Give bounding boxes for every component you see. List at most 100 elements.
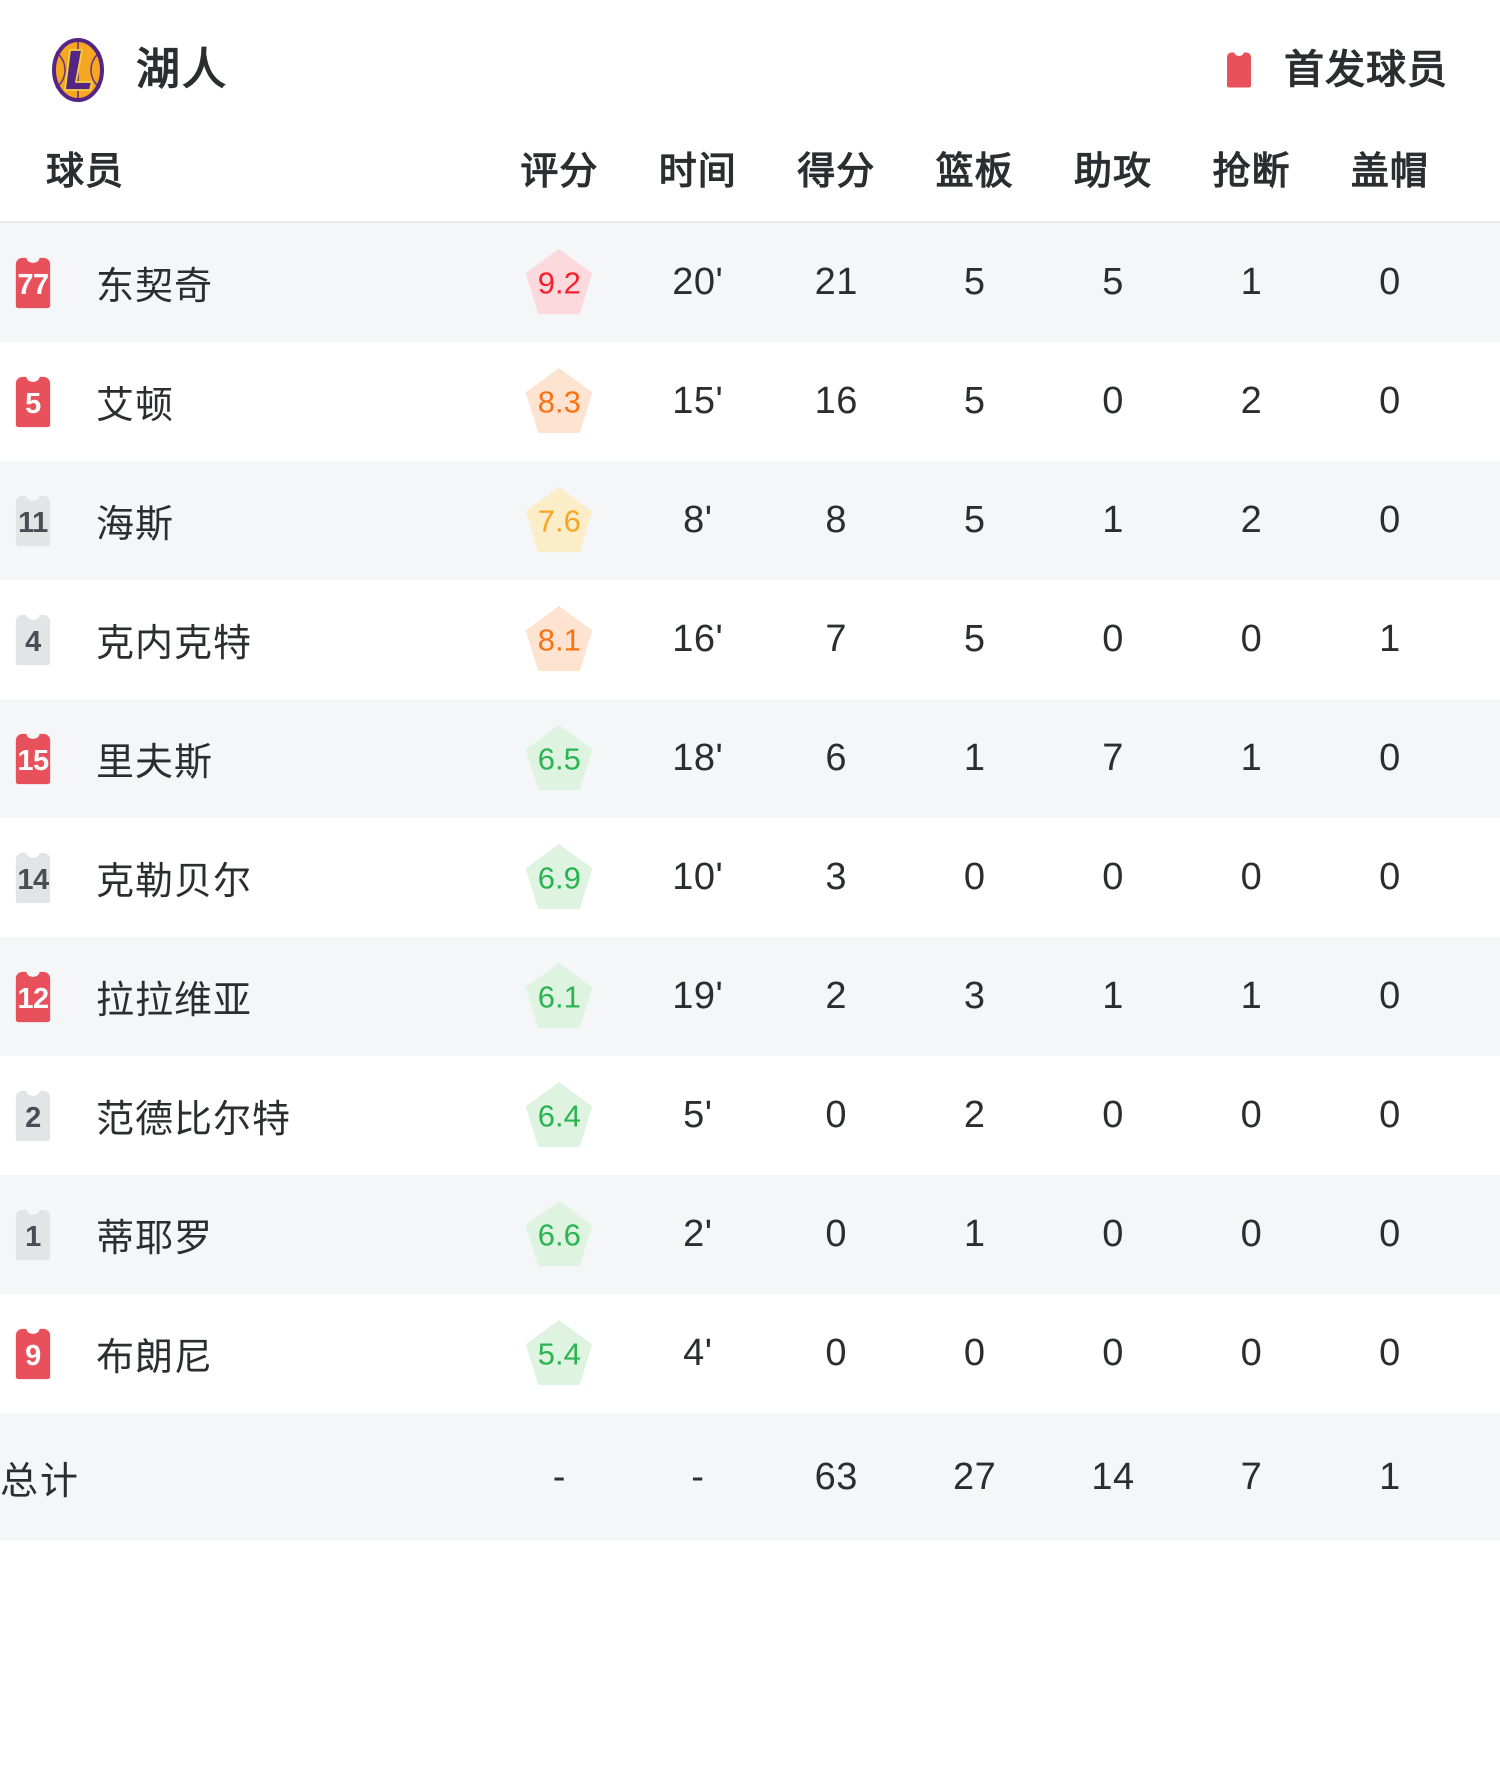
assists-cell: 0 [1102,380,1124,422]
player-cell[interactable]: 4 克内克特 [0,580,490,699]
assists-cell: 0 [1102,1213,1124,1255]
blocks-cell: 0 [1379,975,1401,1017]
rating-value: 8.3 [537,384,581,419]
player[interactable]: 4 克内克特 [0,607,490,673]
rating-cell: 6.9 [490,818,628,937]
player[interactable]: 1 蒂耶罗 [0,1202,490,1268]
totals-steals-cell: 7 [1240,1455,1263,1498]
time-cell: 5' [683,1094,713,1136]
jersey-number-icon: 4 [0,607,66,673]
table-body: 77 东契奇 9.2 20' 21 5 5 1 0 5 艾顿 8.3 15' 16 5 0 2 0 11 海斯 7.6 8… [0,223,1500,1541]
player-name: 东契奇 [96,266,214,308]
player-cell[interactable]: 1 蒂耶罗 [0,1175,490,1294]
assists-cell: 5 [1102,261,1124,303]
jersey-wrap: 77 [0,250,96,316]
time-cell: 4' [683,1332,713,1374]
player-name: 布朗尼 [96,1337,214,1379]
player[interactable]: 11 海斯 [0,488,490,554]
rebounds-cell: 5 [963,499,986,541]
jersey-number: 9 [25,1339,41,1372]
time-cell: 15' [672,380,724,422]
table-row[interactable]: 11 海斯 7.6 8' 8 5 1 2 0 [0,461,1500,580]
rating-badge: 7.6 [522,484,596,558]
column-header-time: 时间 [658,151,737,193]
rating-value: 6.9 [537,860,581,895]
table-row[interactable]: 12 拉拉维亚 6.1 19' 2 3 1 1 0 [0,937,1500,1056]
player-cell[interactable]: 5 艾顿 [0,342,490,461]
player-cell[interactable]: 9 布朗尼 [0,1294,490,1413]
team-identity[interactable]: 湖人 [46,38,228,102]
rating-badge: 6.4 [522,1079,596,1153]
steals-cell: 0 [1240,1094,1263,1136]
player[interactable]: 12 拉拉维亚 [0,964,490,1030]
time-cell: 20' [672,261,724,303]
jersey-number: 5 [25,387,41,420]
row-pad [1459,1175,1500,1294]
assists-cell: 1 [1102,499,1124,541]
boxscore-table: 球员 评分 时间 得分 篮板 助攻 抢断 盖帽 77 东契奇 9.2 20' 21 5 5 1… [0,140,1500,1541]
steals-cell: 2 [1240,499,1263,541]
jersey-number: 77 [17,268,49,301]
rating-badge: 8.3 [522,365,596,439]
table-row[interactable]: 77 东契奇 9.2 20' 21 5 5 1 0 [0,223,1500,342]
player-cell[interactable]: 11 海斯 [0,461,490,580]
steals-cell: 2 [1240,380,1263,422]
points-cell: 16 [814,380,858,422]
blocks-cell: 0 [1379,1332,1401,1374]
player-name: 蒂耶罗 [96,1218,214,1260]
player-name: 拉拉维亚 [96,980,253,1022]
blocks-cell: 0 [1379,856,1401,898]
assists-cell: 0 [1102,618,1124,660]
table-header-row: 球员 评分 时间 得分 篮板 助攻 抢断 盖帽 [0,140,1500,223]
table-row[interactable]: 1 蒂耶罗 6.6 2' 0 1 0 0 0 [0,1175,1500,1294]
rebounds-cell: 3 [963,975,986,1017]
steals-cell: 0 [1240,856,1263,898]
rating-cell: 6.4 [490,1056,628,1175]
row-pad [1459,699,1500,818]
player-cell[interactable]: 2 范德比尔特 [0,1056,490,1175]
assists-cell: 0 [1102,856,1124,898]
time-cell: 18' [672,737,724,779]
blocks-cell: 0 [1379,737,1401,779]
table-row[interactable]: 2 范德比尔特 6.4 5' 0 2 0 0 0 [0,1056,1500,1175]
blocks-cell: 1 [1379,618,1401,660]
jersey-number-icon: 2 [0,1083,66,1149]
table-row[interactable]: 4 克内克特 8.1 16' 7 5 0 0 1 [0,580,1500,699]
points-cell: 6 [825,737,848,779]
row-pad [1459,937,1500,1056]
header-divider [0,221,1500,223]
player-cell[interactable]: 77 东契奇 [0,223,490,342]
player[interactable]: 77 东契奇 [0,250,490,316]
points-cell: 0 [825,1213,848,1255]
rating-cell: 8.3 [490,342,628,461]
player-cell[interactable]: 15 里夫斯 [0,699,490,818]
player-cell[interactable]: 12 拉拉维亚 [0,937,490,1056]
row-pad [1459,818,1500,937]
player[interactable]: 2 范德比尔特 [0,1083,490,1149]
table-row[interactable]: 15 里夫斯 6.5 18' 6 1 7 1 0 [0,699,1500,818]
player[interactable]: 14 克勒贝尔 [0,845,490,911]
blocks-cell: 0 [1379,1094,1401,1136]
player-cell[interactable]: 14 克勒贝尔 [0,818,490,937]
totals-points-cell: 63 [814,1455,858,1498]
column-header-assists: 助攻 [1074,151,1153,193]
totals-pad [1459,1413,1500,1541]
jersey-number: 12 [17,982,49,1015]
steals-cell: 0 [1240,1213,1263,1255]
jersey-wrap: 1 [0,1202,96,1268]
player[interactable]: 5 艾顿 [0,369,490,435]
player[interactable]: 9 布朗尼 [0,1321,490,1387]
table-row[interactable]: 14 克勒贝尔 6.9 10' 3 0 0 0 0 [0,818,1500,937]
table-row[interactable]: 9 布朗尼 5.4 4' 0 0 0 0 0 [0,1294,1500,1413]
player[interactable]: 15 里夫斯 [0,726,490,792]
table-row[interactable]: 5 艾顿 8.3 15' 16 5 0 2 0 [0,342,1500,461]
jersey-number: 2 [25,1101,41,1134]
rating-badge: 5.4 [522,1317,596,1391]
column-header-blocks: 盖帽 [1350,151,1429,193]
assists-cell: 1 [1102,975,1124,1017]
points-cell: 0 [825,1332,848,1374]
row-pad [1459,580,1500,699]
column-header-points: 得分 [797,151,876,193]
totals-blocks-cell: 1 [1379,1455,1401,1498]
points-cell: 21 [814,261,858,303]
